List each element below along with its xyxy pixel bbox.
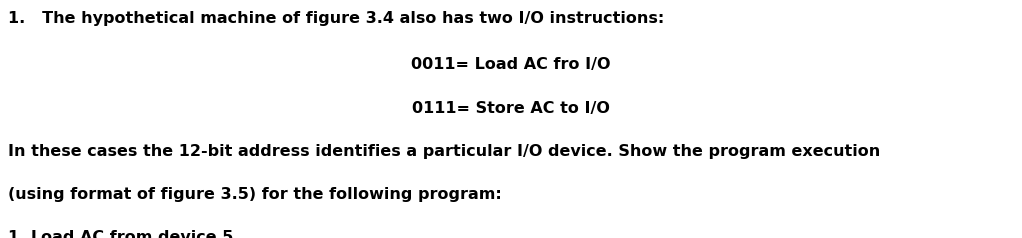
Text: 1. Load AC from device 5.: 1. Load AC from device 5. (8, 230, 240, 238)
Text: 0111= Store AC to I/O: 0111= Store AC to I/O (412, 101, 610, 116)
Text: (using format of figure 3.5) for the following program:: (using format of figure 3.5) for the fol… (8, 187, 502, 202)
Text: 1.   The hypothetical machine of figure 3.4 also has two I/O instructions:: 1. The hypothetical machine of figure 3.… (8, 11, 664, 26)
Text: In these cases the 12-bit address identifies a particular I/O device. Show the p: In these cases the 12-bit address identi… (8, 144, 880, 159)
Text: 0011= Load AC fro I/O: 0011= Load AC fro I/O (411, 57, 611, 72)
